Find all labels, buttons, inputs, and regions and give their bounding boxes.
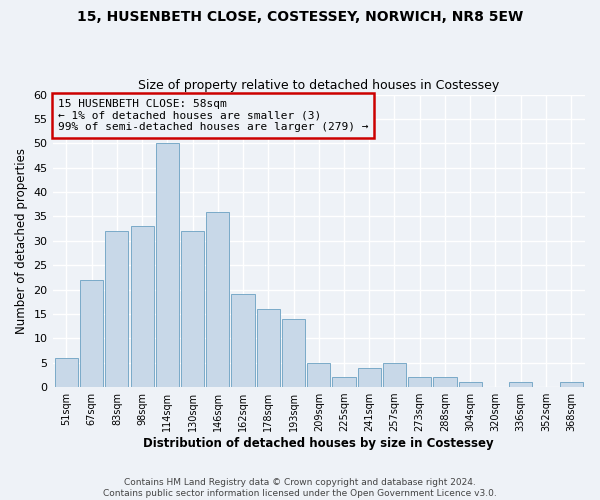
Bar <box>358 368 381 387</box>
Title: Size of property relative to detached houses in Costessey: Size of property relative to detached ho… <box>138 79 499 92</box>
Bar <box>131 226 154 387</box>
Bar <box>332 378 356 387</box>
Text: 15, HUSENBETH CLOSE, COSTESSEY, NORWICH, NR8 5EW: 15, HUSENBETH CLOSE, COSTESSEY, NORWICH,… <box>77 10 523 24</box>
Bar <box>458 382 482 387</box>
X-axis label: Distribution of detached houses by size in Costessey: Distribution of detached houses by size … <box>143 437 494 450</box>
Text: 15 HUSENBETH CLOSE: 58sqm
← 1% of detached houses are smaller (3)
99% of semi-de: 15 HUSENBETH CLOSE: 58sqm ← 1% of detach… <box>58 99 368 132</box>
Bar <box>509 382 532 387</box>
Bar <box>80 280 103 387</box>
Text: Contains HM Land Registry data © Crown copyright and database right 2024.
Contai: Contains HM Land Registry data © Crown c… <box>103 478 497 498</box>
Bar <box>282 319 305 387</box>
Bar <box>105 231 128 387</box>
Bar <box>181 231 204 387</box>
Bar <box>55 358 78 387</box>
Y-axis label: Number of detached properties: Number of detached properties <box>15 148 28 334</box>
Bar <box>156 144 179 387</box>
Bar <box>206 212 229 387</box>
Bar <box>433 378 457 387</box>
Bar <box>383 362 406 387</box>
Bar <box>408 378 431 387</box>
Bar <box>560 382 583 387</box>
Bar <box>232 294 254 387</box>
Bar <box>307 362 331 387</box>
Bar <box>257 309 280 387</box>
